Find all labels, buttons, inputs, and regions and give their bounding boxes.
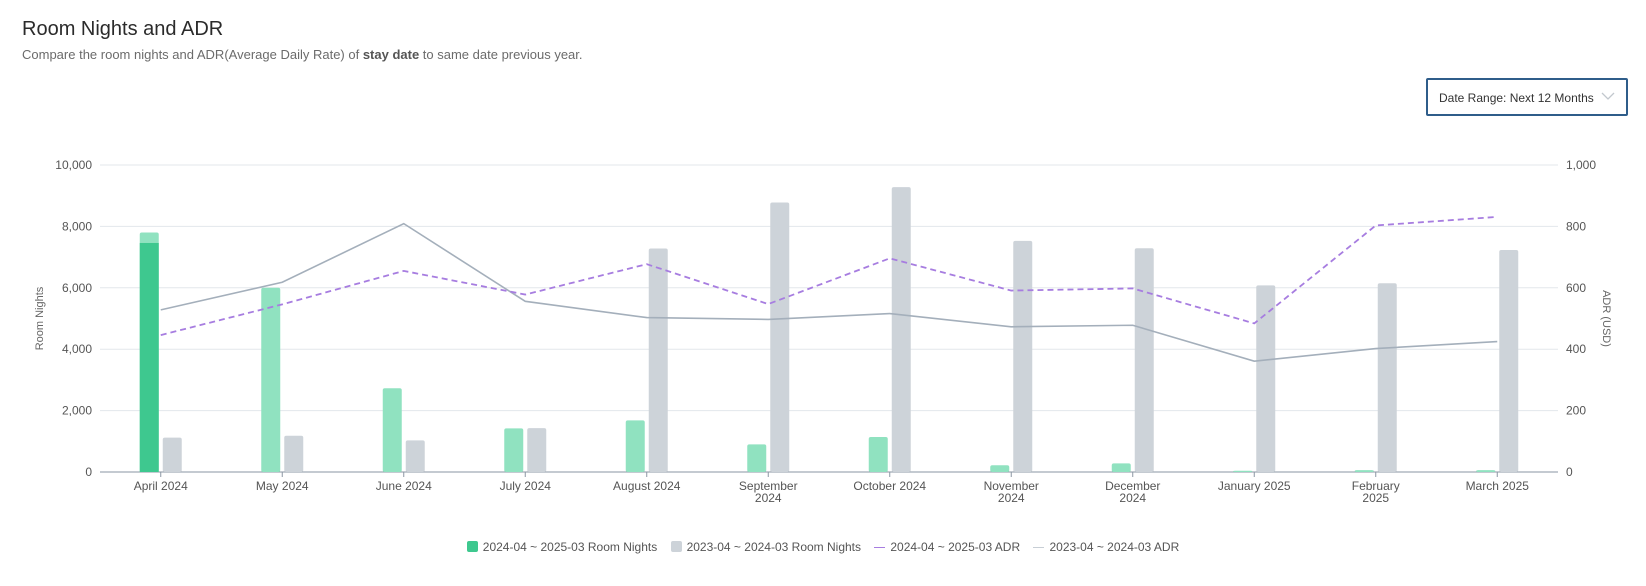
y-tick-label-right: 200 <box>1566 404 1586 418</box>
bar-current-room-nights <box>747 444 767 472</box>
x-tick-label: December <box>1105 479 1160 493</box>
bar-previous-room-nights <box>284 435 304 472</box>
bar-current-room-nights <box>625 420 645 472</box>
bar-previous-room-nights <box>891 187 911 472</box>
legend-swatch-previous-adr <box>1033 547 1045 548</box>
legend-label-previous-room-nights: 2023-04 ~ 2024-03 Room Nights <box>686 540 862 554</box>
y-tick-label-right: 1,000 <box>1566 158 1596 172</box>
y-tick-label-left: 0 <box>85 465 92 479</box>
legend-item-current-adr[interactable]: 2024-04 ~ 2025-03 ADR <box>874 540 1020 554</box>
y-tick-label-left: 4,000 <box>62 342 92 356</box>
bar-current-room-nights <box>504 428 524 472</box>
y-tick-label-left: 8,000 <box>62 219 92 233</box>
bar-previous-room-nights <box>1377 283 1397 472</box>
legend-item-previous-room-nights[interactable]: 2023-04 ~ 2024-03 Room Nights <box>670 540 862 554</box>
line-current-adr <box>160 215 1498 336</box>
x-tick-label: August 2024 <box>613 479 681 493</box>
bar-current-room-nights <box>261 287 281 472</box>
bar-previous-room-nights <box>405 440 425 472</box>
legend-item-previous-adr[interactable]: 2023-04 ~ 2024-03 ADR <box>1033 540 1179 554</box>
legend-swatch-current-room-nights <box>466 541 478 552</box>
bar-current-room-nights <box>1111 463 1131 472</box>
bar-current-room-nights <box>1233 470 1253 472</box>
y-tick-label-left: 6,000 <box>62 281 92 295</box>
chevron-down-icon <box>1601 92 1615 100</box>
x-tick-label: 2025 <box>1362 491 1389 505</box>
bar-previous-room-nights <box>527 428 547 472</box>
legend-swatch-previous-room-nights <box>670 541 682 552</box>
date-range-label: Date Range: Next 12 Months <box>1439 91 1594 105</box>
bar-previous-room-nights <box>1134 248 1154 472</box>
y-axis-title-left: Room Nights <box>34 286 46 350</box>
date-range-dropdown[interactable]: Date Range: Next 12 Months <box>1426 78 1628 116</box>
bar-previous-room-nights <box>162 437 182 472</box>
legend-label-current-room-nights: 2024-04 ~ 2025-03 Room Nights <box>482 540 658 554</box>
bar-previous-room-nights <box>1256 285 1276 472</box>
x-tick-label: June 2024 <box>376 479 432 493</box>
y-tick-label-right: 800 <box>1566 219 1586 233</box>
x-tick-label: July 2024 <box>500 479 552 493</box>
bar-current-room-nights <box>1354 470 1374 472</box>
bar-current-room-nights <box>868 437 888 472</box>
page-subtitle: Compare the room nights and ADR(Average … <box>22 47 583 62</box>
y-tick-label-left: 2,000 <box>62 404 92 418</box>
y-tick-label-left: 10,000 <box>55 158 92 172</box>
x-tick-label: November <box>984 479 1039 493</box>
bar-previous-room-nights <box>770 202 790 473</box>
room-nights-adr-chart: 0 0 2,000 200 4,000 400 6,000 600 8,000 800 10,000… <box>34 158 1612 505</box>
x-tick-label: February <box>1352 479 1400 493</box>
x-tick-label: September <box>739 479 798 493</box>
legend-swatch-current-adr <box>874 547 886 548</box>
y-tick-label-right: 400 <box>1566 342 1586 356</box>
x-tick-label: 2024 <box>755 491 782 505</box>
bar-previous-room-nights <box>1499 250 1519 472</box>
x-tick-label: 2024 <box>1119 491 1146 505</box>
legend-label-current-adr: 2024-04 ~ 2025-03 ADR <box>890 540 1021 554</box>
bar-current-room-nights-highlight <box>139 242 159 472</box>
legend-label-previous-adr: 2023-04 ~ 2024-03 ADR <box>1049 540 1180 554</box>
x-tick-label: January 2025 <box>1218 479 1291 493</box>
bar-previous-room-nights <box>1013 240 1033 472</box>
subtitle-text-bold: stay date <box>362 47 420 62</box>
bar-current-room-nights <box>990 465 1010 472</box>
line-previous-adr <box>160 222 1498 362</box>
bar-previous-room-nights <box>648 248 668 472</box>
x-tick-label: 2024 <box>998 491 1025 505</box>
page-title: Room Nights and ADR <box>22 18 224 40</box>
legend-item-current-room-nights[interactable]: 2024-04 ~ 2025-03 Room Nights <box>466 540 658 554</box>
x-tick-label: April 2024 <box>134 479 188 493</box>
chart-legend: 2024-04 ~ 2025-03 Room Nights 2023-04 ~ … <box>0 540 1646 554</box>
x-tick-label: March 2025 <box>1466 479 1530 493</box>
y-tick-label-right: 0 <box>1566 465 1573 479</box>
subtitle-text-start: Compare the room nights and ADR(Average … <box>22 47 363 62</box>
x-tick-label: May 2024 <box>256 479 309 493</box>
y-axis-title-right: ADR (USD) <box>1600 290 1612 347</box>
bar-current-room-nights <box>1476 470 1496 472</box>
subtitle-text-end: to same date previous year. <box>419 47 583 62</box>
x-tick-label: October 2024 <box>853 479 926 493</box>
bar-current-room-nights <box>382 388 402 472</box>
y-tick-label-right: 600 <box>1566 281 1586 295</box>
